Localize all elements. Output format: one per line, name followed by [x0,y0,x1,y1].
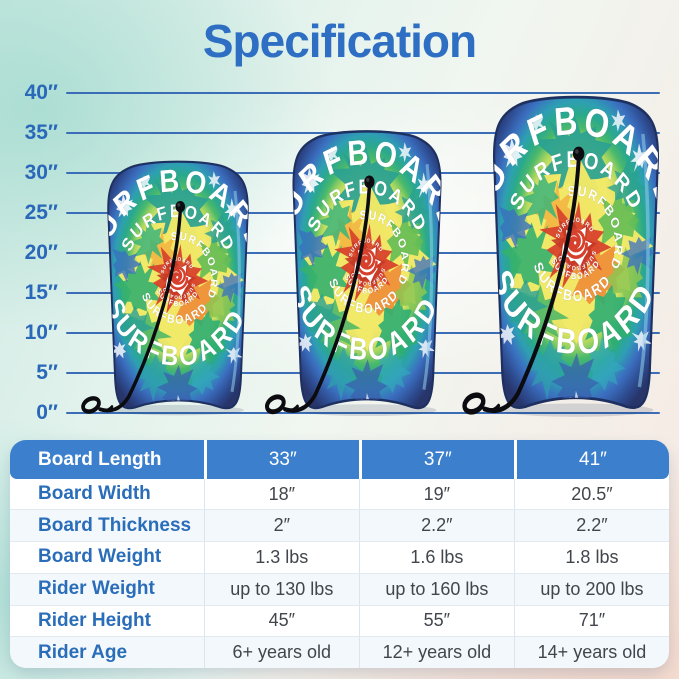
ruler-mark-label: 0″ [36,401,58,424]
cell-value: 12+ years old [358,636,514,668]
ruler-mark: 40″ [4,80,660,106]
table-row: Rider Height 45″ 55″ 71″ [10,604,669,637]
page-title: Specification [202,15,477,67]
row-label: Board Thickness [10,509,204,542]
leash-plug [175,200,186,213]
cell-value: 2.2″ [513,509,669,542]
ruler-mark-label: 25″ [24,201,58,224]
board-leash [81,200,186,414]
cell-value: 45″ [203,604,359,637]
bodyboard-large [488,90,664,420]
row-label: Rider Weight [10,572,204,605]
cell-value: 1.8 lbs [513,541,669,573]
cell-value: 19″ [358,479,514,510]
cell-value: 71″ [513,604,669,637]
cell-value: up to 200 lbs [513,572,669,605]
ruler-mark-label: 10″ [24,321,58,344]
table-row: Rider Weight up to 130 lbs up to 160 lbs… [10,572,669,605]
cell-value: 6+ years old [203,636,359,668]
cell-value: 18″ [203,479,359,510]
tie-dye-board-art: SURFBOARD SURFBOARD SURFBOARD SURFBOARD … [107,160,249,416]
bodyboard-small: SURFBOARD SURFBOARD SURFBOARD SURFBOARD … [81,160,249,416]
cell-value: up to 130 lbs [203,572,359,605]
ruler-mark-label: 20″ [24,241,58,264]
row-label: Rider Height [10,604,204,637]
ruler-mark-label: 15″ [24,281,58,304]
cell-value: 14+ years old [513,636,669,668]
bodyboard-medium [288,125,446,419]
ruler-mark-label: 40″ [24,81,58,104]
header-value: 37″ [358,440,514,479]
table-row: Board Thickness 2″ 2.2″ 2.2″ [10,509,669,542]
cell-value: up to 160 lbs [358,572,514,605]
ruler-line [66,92,660,94]
row-label: Board Weight [10,541,204,573]
row-label: Rider Age [10,636,204,668]
cell-value: 1.3 lbs [203,541,359,573]
cell-value: 2.2″ [358,509,514,542]
table-row: Board Width 18″ 19″ 20.5″ [10,479,669,510]
spec-table-card: Board Length 33″ 37″ 41″ Board Width 18″… [10,440,669,668]
cell-value: 2″ [203,509,359,542]
spec-header-row: Board Length 33″ 37″ 41″ [10,440,669,479]
cell-value: 20.5″ [513,479,669,510]
ruler-mark-label: 35″ [24,121,58,144]
table-row: Board Weight 1.3 lbs 1.6 lbs 1.8 lbs [10,541,669,573]
ruler-mark-label: 5″ [36,361,58,384]
table-row: Rider Age 6+ years old 12+ years old 14+… [10,636,669,668]
row-label: Board Width [38,483,151,505]
cell-value: 1.6 lbs [358,541,514,573]
header-value: 41″ [513,440,669,479]
spec-table: Board Length 33″ 37″ 41″ Board Width 18″… [10,440,669,668]
header-value: 33″ [203,440,359,479]
cell-value: 55″ [358,604,514,637]
header-label: Board Length [10,440,204,479]
ruler-mark-label: 30″ [24,161,58,184]
